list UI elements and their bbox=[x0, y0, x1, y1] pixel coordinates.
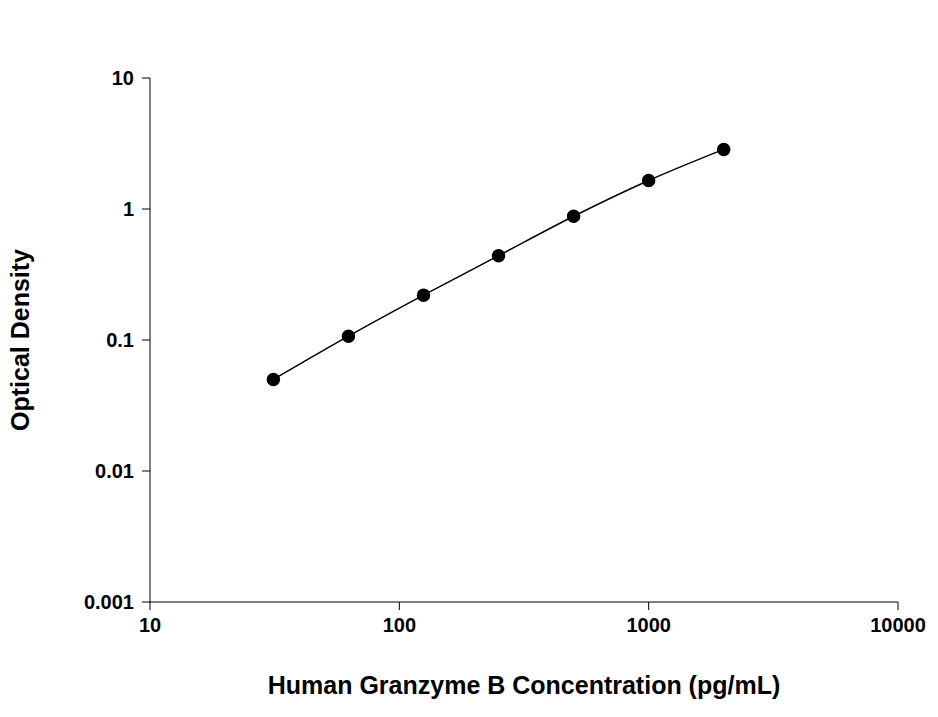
svg-text:1: 1 bbox=[123, 198, 134, 220]
svg-text:Human Granzyme B Concentration: Human Granzyme B Concentration (pg/mL) bbox=[268, 671, 781, 699]
svg-text:10000: 10000 bbox=[870, 614, 926, 636]
svg-text:10: 10 bbox=[139, 614, 161, 636]
svg-text:0.01: 0.01 bbox=[95, 460, 134, 482]
svg-text:0.1: 0.1 bbox=[106, 329, 134, 351]
svg-text:0.001: 0.001 bbox=[84, 591, 134, 613]
svg-text:10: 10 bbox=[112, 67, 134, 89]
svg-text:Optical Density: Optical Density bbox=[8, 249, 34, 431]
svg-text:100: 100 bbox=[383, 614, 416, 636]
svg-text:1000: 1000 bbox=[626, 614, 671, 636]
